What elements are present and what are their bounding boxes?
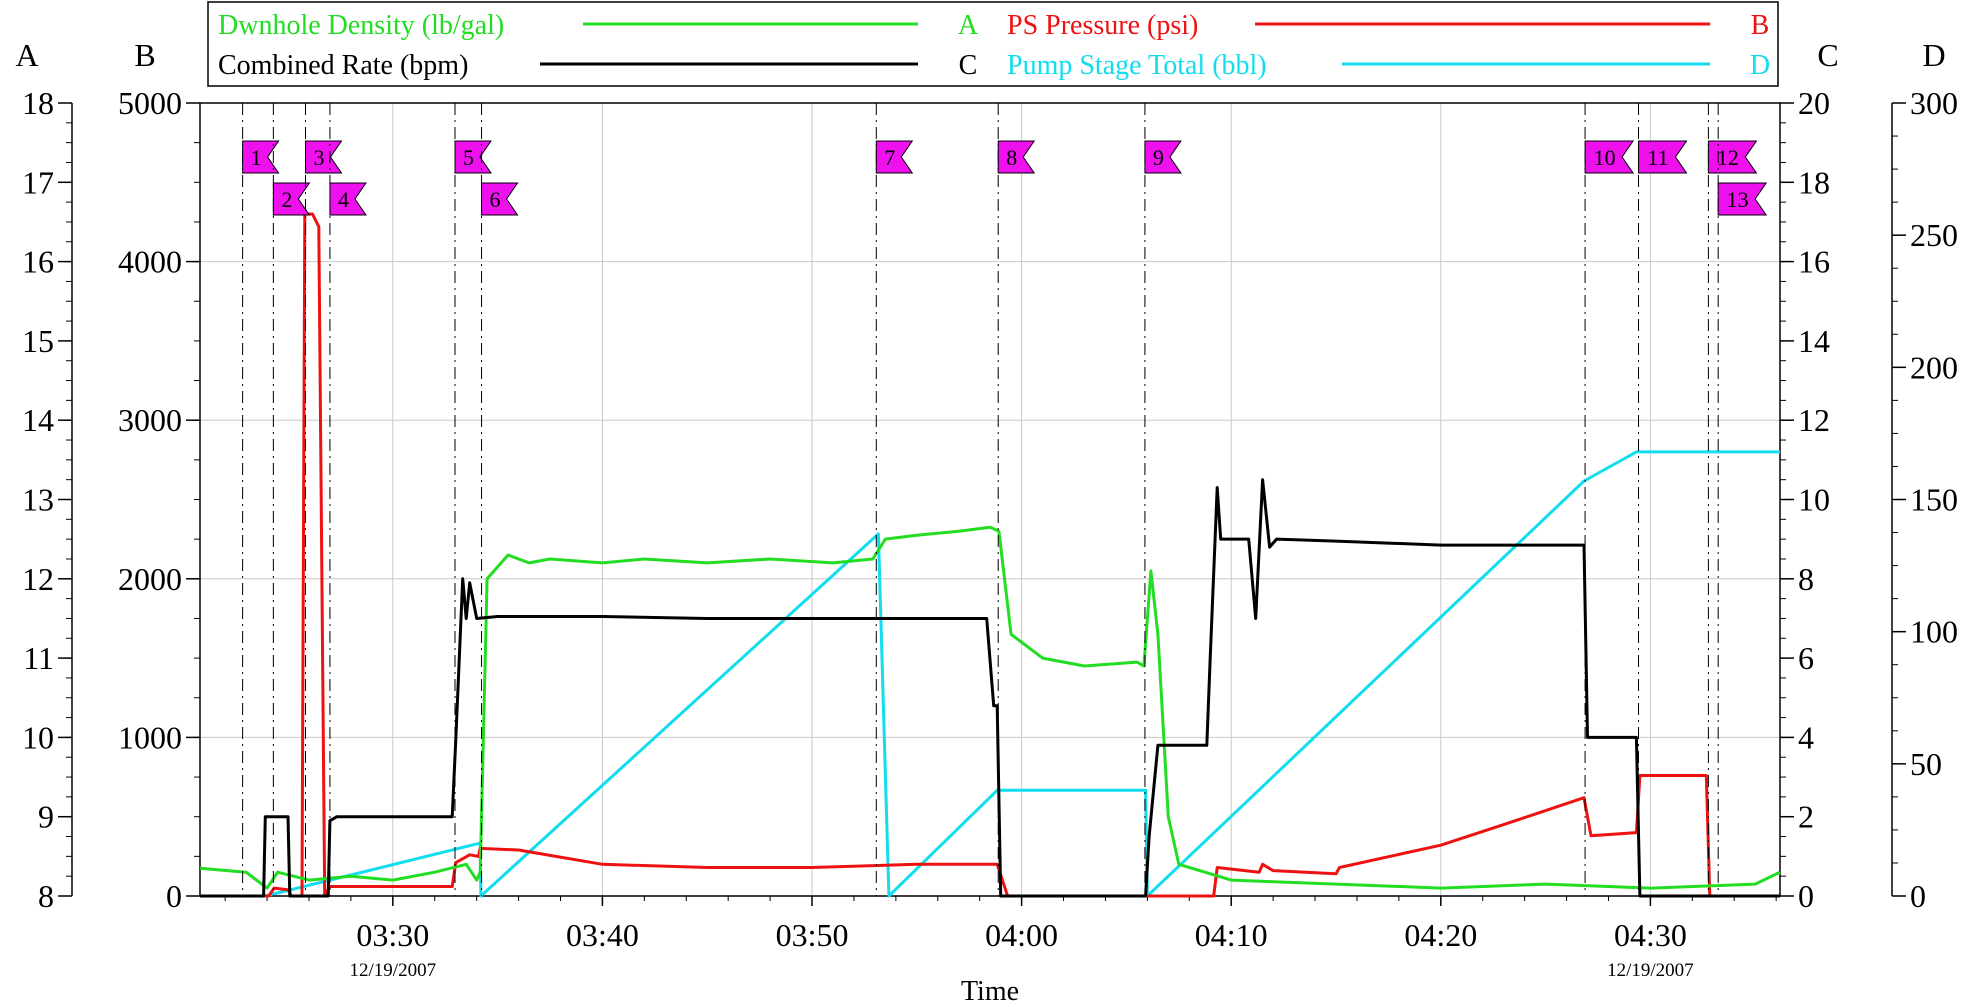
event-flag: [1707, 140, 1758, 174]
event-flag-label: 9: [1153, 145, 1164, 170]
y-tick-label-d: 50: [1910, 746, 1942, 782]
y-tick-label-c: 10: [1798, 482, 1830, 518]
x-axis-label: Time: [961, 976, 1019, 1007]
series-line-a: [199, 525, 1781, 890]
x-tick-label: 04:10: [1195, 917, 1268, 953]
event-flag: [272, 182, 311, 216]
y-tick-label-a: 11: [23, 640, 54, 676]
y-tick-label-c: 12: [1798, 402, 1830, 438]
x-tick-label: 04:30: [1614, 917, 1687, 953]
legend-box: [207, 1, 1779, 87]
y-tick-label-a: 9: [38, 799, 54, 835]
axis-letter-c: C: [1817, 37, 1838, 73]
axis-letter-d: D: [1922, 37, 1945, 73]
event-flag: [481, 182, 519, 216]
y-tick-label-a: 8: [38, 878, 54, 914]
y-tick-label-a: 14: [22, 402, 54, 438]
event-flag: [329, 182, 367, 216]
axis-letter-b: B: [134, 37, 155, 73]
event-flag: [1638, 140, 1688, 174]
event-flag: [304, 140, 343, 174]
series-line-c: [200, 478, 1780, 898]
y-tick-label-a: 10: [22, 719, 54, 755]
event-flag: [997, 140, 1036, 174]
series-line-d: [200, 450, 1780, 898]
x-tick-label: 03:40: [566, 917, 639, 953]
y-tick-label-c: 20: [1798, 85, 1830, 121]
y-tick-label-b: 1000: [118, 719, 182, 755]
x-tick-label: 04:00: [985, 917, 1058, 953]
event-flag-label: 6: [490, 187, 501, 212]
event-flag-label: 2: [281, 187, 292, 212]
plot-frame: [199, 102, 1781, 897]
series: [199, 212, 1781, 898]
y-tick-label-c: 2: [1798, 799, 1814, 835]
legend-axis-letter: A: [958, 10, 979, 41]
event-flag-label: 13: [1727, 187, 1749, 212]
date-label: 12/19/2007: [350, 960, 437, 981]
legend-entry-label: Combined Rate (bpm): [218, 50, 468, 81]
y-tick-label-a: 16: [22, 244, 54, 280]
event-flag: [875, 140, 914, 174]
y-tick-label-b: 4000: [118, 244, 182, 280]
y-tick-label-b: 3000: [118, 402, 182, 438]
axes: 03:30 03:40 03:50 04:00 04:10 04:20 04:30 12/19…: [15, 37, 1958, 981]
y-tick-label-c: 14: [1798, 323, 1830, 359]
y-tick-label-c: 16: [1798, 244, 1830, 280]
y-tick-label-c: 4: [1798, 719, 1814, 755]
event-flag: [1717, 182, 1768, 216]
event-flag-label: 1: [251, 145, 262, 170]
x-tick-label: 03:30: [356, 917, 429, 953]
legend-entry-label: PS Pressure (psi): [1007, 10, 1198, 41]
legend-entry-label: Pump Stage Total (bbl): [1007, 50, 1267, 81]
x-tick-label: 03:50: [776, 917, 849, 953]
y-tick-label-b: 2000: [118, 561, 182, 597]
y-tick-label-d: 150: [1910, 482, 1958, 518]
y-tick-label-c: 8: [1798, 561, 1814, 597]
y-tick-label-d: 0: [1910, 878, 1926, 914]
event-flag-label: 5: [463, 145, 474, 170]
event-flag-label: 8: [1006, 145, 1017, 170]
y-tick-label-c: 0: [1798, 878, 1814, 914]
legend-axis-letter: D: [1750, 50, 1770, 81]
event-flag-label: 11: [1647, 145, 1668, 170]
event-flag-label: 10: [1594, 145, 1616, 170]
y-tick-label-b: 0: [166, 878, 182, 914]
event-flag-label: 7: [884, 145, 895, 170]
series-line-b: [200, 212, 1780, 898]
grid: [200, 103, 1780, 896]
x-tick-label: 04:20: [1404, 917, 1477, 953]
event-flag: [454, 140, 492, 174]
event-flag-label: 12: [1717, 145, 1739, 170]
y-tick-label-c: 6: [1798, 640, 1814, 676]
y-tick-label-a: 18: [22, 85, 54, 121]
y-tick-label-a: 12: [22, 561, 54, 597]
y-tick-label-a: 17: [22, 164, 54, 200]
y-tick-label-c: 18: [1798, 164, 1830, 200]
event-flag-label: 3: [313, 145, 324, 170]
y-tick-label-d: 250: [1910, 217, 1958, 253]
y-tick-label-d: 200: [1910, 349, 1958, 385]
y-tick-label-d: 300: [1910, 85, 1958, 121]
event-flag-label: 4: [338, 187, 349, 212]
legend-entry-label: Dwnhole Density (lb/gal): [218, 10, 504, 41]
date-label: 12/19/2007: [1607, 960, 1694, 981]
axis-letter-a: A: [15, 37, 38, 73]
legend-axis-letter: C: [959, 50, 978, 81]
legend: Dwnhole Density (lb/gal) A PS Pressure (ps…: [207, 1, 1779, 87]
event-flag: [242, 140, 280, 174]
y-tick-label-b: 5000: [118, 85, 182, 121]
event-flag: [1584, 140, 1635, 174]
y-tick-label-a: 15: [22, 323, 54, 359]
event-flag: [1144, 140, 1182, 174]
y-tick-label-d: 100: [1910, 614, 1958, 650]
legend-axis-letter: B: [1751, 10, 1770, 41]
y-tick-label-a: 13: [22, 482, 54, 518]
